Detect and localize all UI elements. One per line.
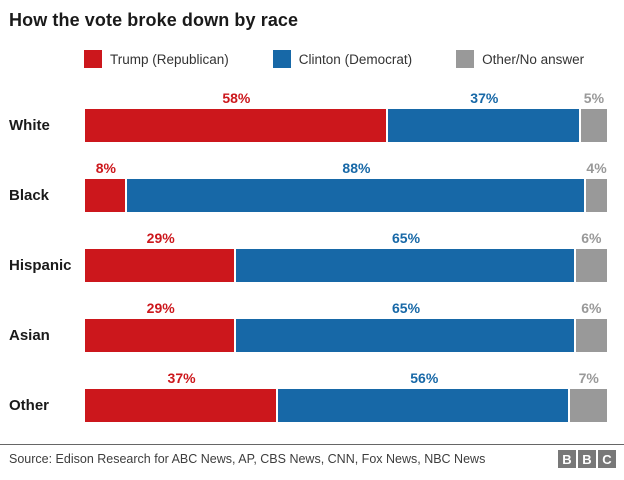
value-label: 37% [167,370,196,386]
row-body: 29% 65% 6% [85,230,607,282]
value-label: 6% [581,300,602,316]
value-label: 58% [222,90,251,106]
chart-row: Other 37% 56% 7% [9,370,607,422]
value-label-line: 29% 65% 6% [85,230,607,249]
value-label: 29% [146,230,175,246]
row-body: 29% 65% 6% [85,300,607,352]
bbc-logo-block: C [598,450,616,468]
bar-segment [85,319,237,352]
value-label: 7% [578,370,599,386]
row-body: 37% 56% 7% [85,370,607,422]
legend-item: Trump (Republican) [84,50,229,68]
value-label: 4% [586,160,607,176]
value-label: 6% [581,230,602,246]
stacked-bar [85,319,607,352]
value-label: 37% [470,90,499,106]
row-body: 8% 88% 4% [85,160,607,212]
bar-segment [570,389,607,422]
legend-swatch-icon [84,50,102,68]
value-label-line: 29% 65% 6% [85,300,607,319]
stacked-bar [85,249,607,282]
category-label: Other [9,397,50,414]
legend-label: Trump (Republican) [110,51,229,67]
value-label-line: 8% 88% 4% [85,160,607,179]
value-label: 56% [410,370,439,386]
chart-row: Hispanic 29% 65% 6% [9,230,607,282]
legend: Trump (Republican) Clinton (Democrat) Othe… [84,50,624,68]
legend-swatch-icon [272,50,291,68]
bbc-logo-block: B [578,450,596,468]
legend-swatch-icon [456,50,475,68]
stacked-bar [85,179,607,212]
value-label: 88% [342,160,371,176]
bar-segment [126,179,587,212]
bar-segment [575,319,607,352]
bar-segment [575,249,607,282]
category-label: Black [9,187,50,204]
value-label: 65% [392,300,421,316]
legend-item: Clinton (Democrat) [272,50,413,68]
category-label: White [9,117,50,134]
bar-segment [85,179,127,212]
value-label-line: 58% 37% 5% [85,90,607,109]
footer: Source: Edison Research for ABC News, AP… [0,444,624,468]
value-label: 65% [392,230,421,246]
legend-label: Clinton (Democrat) [298,51,413,67]
bar-segment [278,389,571,422]
value-label: 5% [583,90,605,106]
row-body: 58% 37% 5% [85,90,607,142]
bar-segment [236,319,576,352]
bar-segment [85,389,279,422]
bar-segment [85,109,388,142]
legend-label: Other/No answer [482,51,585,67]
bar-segment [236,249,576,282]
bar-segment [580,109,607,142]
value-label: 8% [95,160,116,176]
value-label: 29% [146,300,175,316]
category-label: Hispanic [9,257,72,274]
stacked-bar [85,389,607,422]
chart-row: Black 8% 88% 4% [9,160,607,212]
category-label: Asian [9,327,50,344]
source-attribution: Source: Edison Research for ABC News, AP… [9,452,486,466]
stacked-bar [85,109,607,142]
chart-row: Asian 29% 65% 6% [9,300,607,352]
bar-segment [387,109,581,142]
stacked-bar-chart: White 58% 37% 5% Black 8% 88% 4% Hispanic 29% 65% 6… [9,90,607,422]
bar-segment [586,179,607,212]
value-label-line: 37% 56% 7% [85,370,607,389]
bar-segment [85,249,237,282]
chart-row: White 58% 37% 5% [9,90,607,142]
legend-item: Other/No answer [456,50,584,68]
bbc-logo-block: B [558,450,576,468]
chart-title: How the vote broke down by race [9,10,299,30]
